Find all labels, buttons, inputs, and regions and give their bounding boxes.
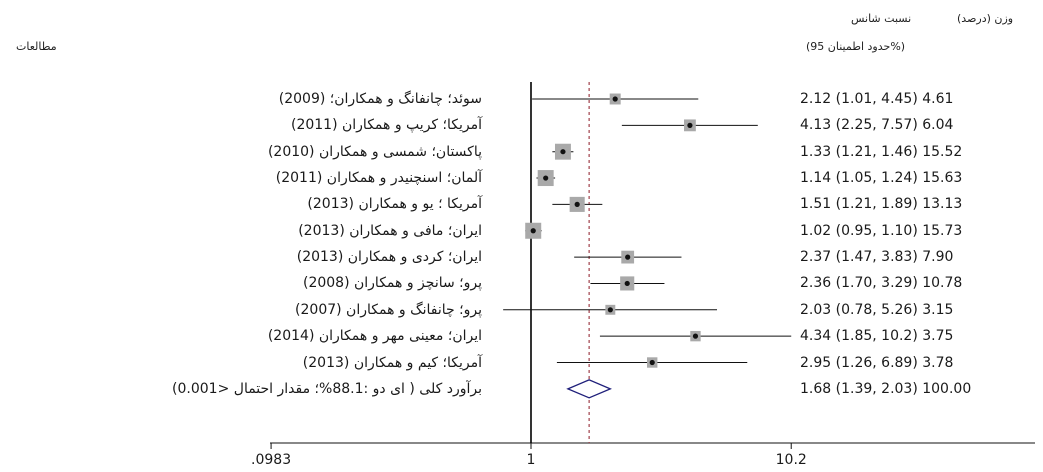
header-studies-label: مطالعات <box>16 40 57 53</box>
study-label: آلمان؛ اسنچنیدر و همکاران (2011) <box>275 170 482 187</box>
x-tick-label: .0983 <box>251 452 292 468</box>
study-label: پرو؛ سانچز و همکاران (2008) <box>302 275 482 292</box>
point-estimate <box>625 254 631 260</box>
study-or-ci: 1.51 (1.21, 1.89) 13.13 <box>800 196 963 213</box>
overall-label: برآورد کلی ( ای دو :88.1%؛ مقدار احتمال … <box>172 380 482 397</box>
study-label: پاکستان؛ شمسی و همکاران (2010) <box>267 143 482 160</box>
point-estimate <box>530 228 536 234</box>
point-estimate <box>612 96 618 102</box>
study-label: آمریکا؛ کریپ و همکاران (2011) <box>290 117 482 134</box>
study-label: ایران؛ مافی و همکاران (2013) <box>298 222 482 239</box>
study-or-ci: 4.13 (2.25, 7.57) 6.04 <box>800 117 954 134</box>
overall-diamond <box>566 379 612 399</box>
study-label: پرو؛ چانفانگ و همکاران (2007) <box>295 301 482 318</box>
header-ci-label: (حدود اطمینان 95%) <box>806 40 906 53</box>
point-estimate <box>687 122 693 128</box>
study-or-ci: 2.36 (1.70, 3.29) 10.78 <box>800 275 963 292</box>
study-or-ci: 1.02 (0.95, 1.10) 15.73 <box>800 222 963 239</box>
study-label: آمریکا ؛ یو و همکاران (2013) <box>307 196 482 213</box>
study-or-ci: 2.12 (1.01, 4.45) 4.61 <box>800 91 954 107</box>
x-tick-label: 1 <box>526 452 536 468</box>
point-estimate <box>624 280 630 287</box>
study-label: ایران؛ کردی و همکاران (2013) <box>296 249 482 266</box>
x-tick-label: 10.2 <box>775 452 807 468</box>
point-estimate <box>574 201 580 207</box>
point-estimate <box>692 333 699 339</box>
study-or-ci: 2.37 (1.47, 3.83) 7.90 <box>800 249 954 266</box>
header-weight-label: وزن (درصد) <box>957 12 1014 25</box>
header-or-label: نسبت شانس <box>851 12 912 25</box>
overall-or-ci: 1.68 (1.39, 2.03) 100.00 <box>800 380 972 397</box>
study-or-ci: 2.03 (0.78, 5.26) 3.15 <box>800 301 954 318</box>
point-estimate <box>649 359 655 366</box>
study-label: ایران؛ معینی مهر و همکاران (2014) <box>267 328 482 345</box>
study-or-ci: 1.33 (1.21, 1.46) 15.52 <box>800 143 963 160</box>
study-or-ci: 1.14 (1.05, 1.24) 15.63 <box>800 170 963 187</box>
point-estimate <box>560 149 566 155</box>
study-or-ci: 4.34 (1.85, 10.2) 3.75 <box>800 328 954 345</box>
study-label: سوئد؛ چانفانگ و همکاران؛ (2009) <box>278 91 482 107</box>
study-label: آمریکا؛ کیم و همکاران (2013) <box>302 354 482 371</box>
point-estimate <box>607 307 613 313</box>
point-estimate <box>543 175 549 181</box>
study-or-ci: 2.95 (1.26, 6.89) 3.78 <box>800 354 954 371</box>
